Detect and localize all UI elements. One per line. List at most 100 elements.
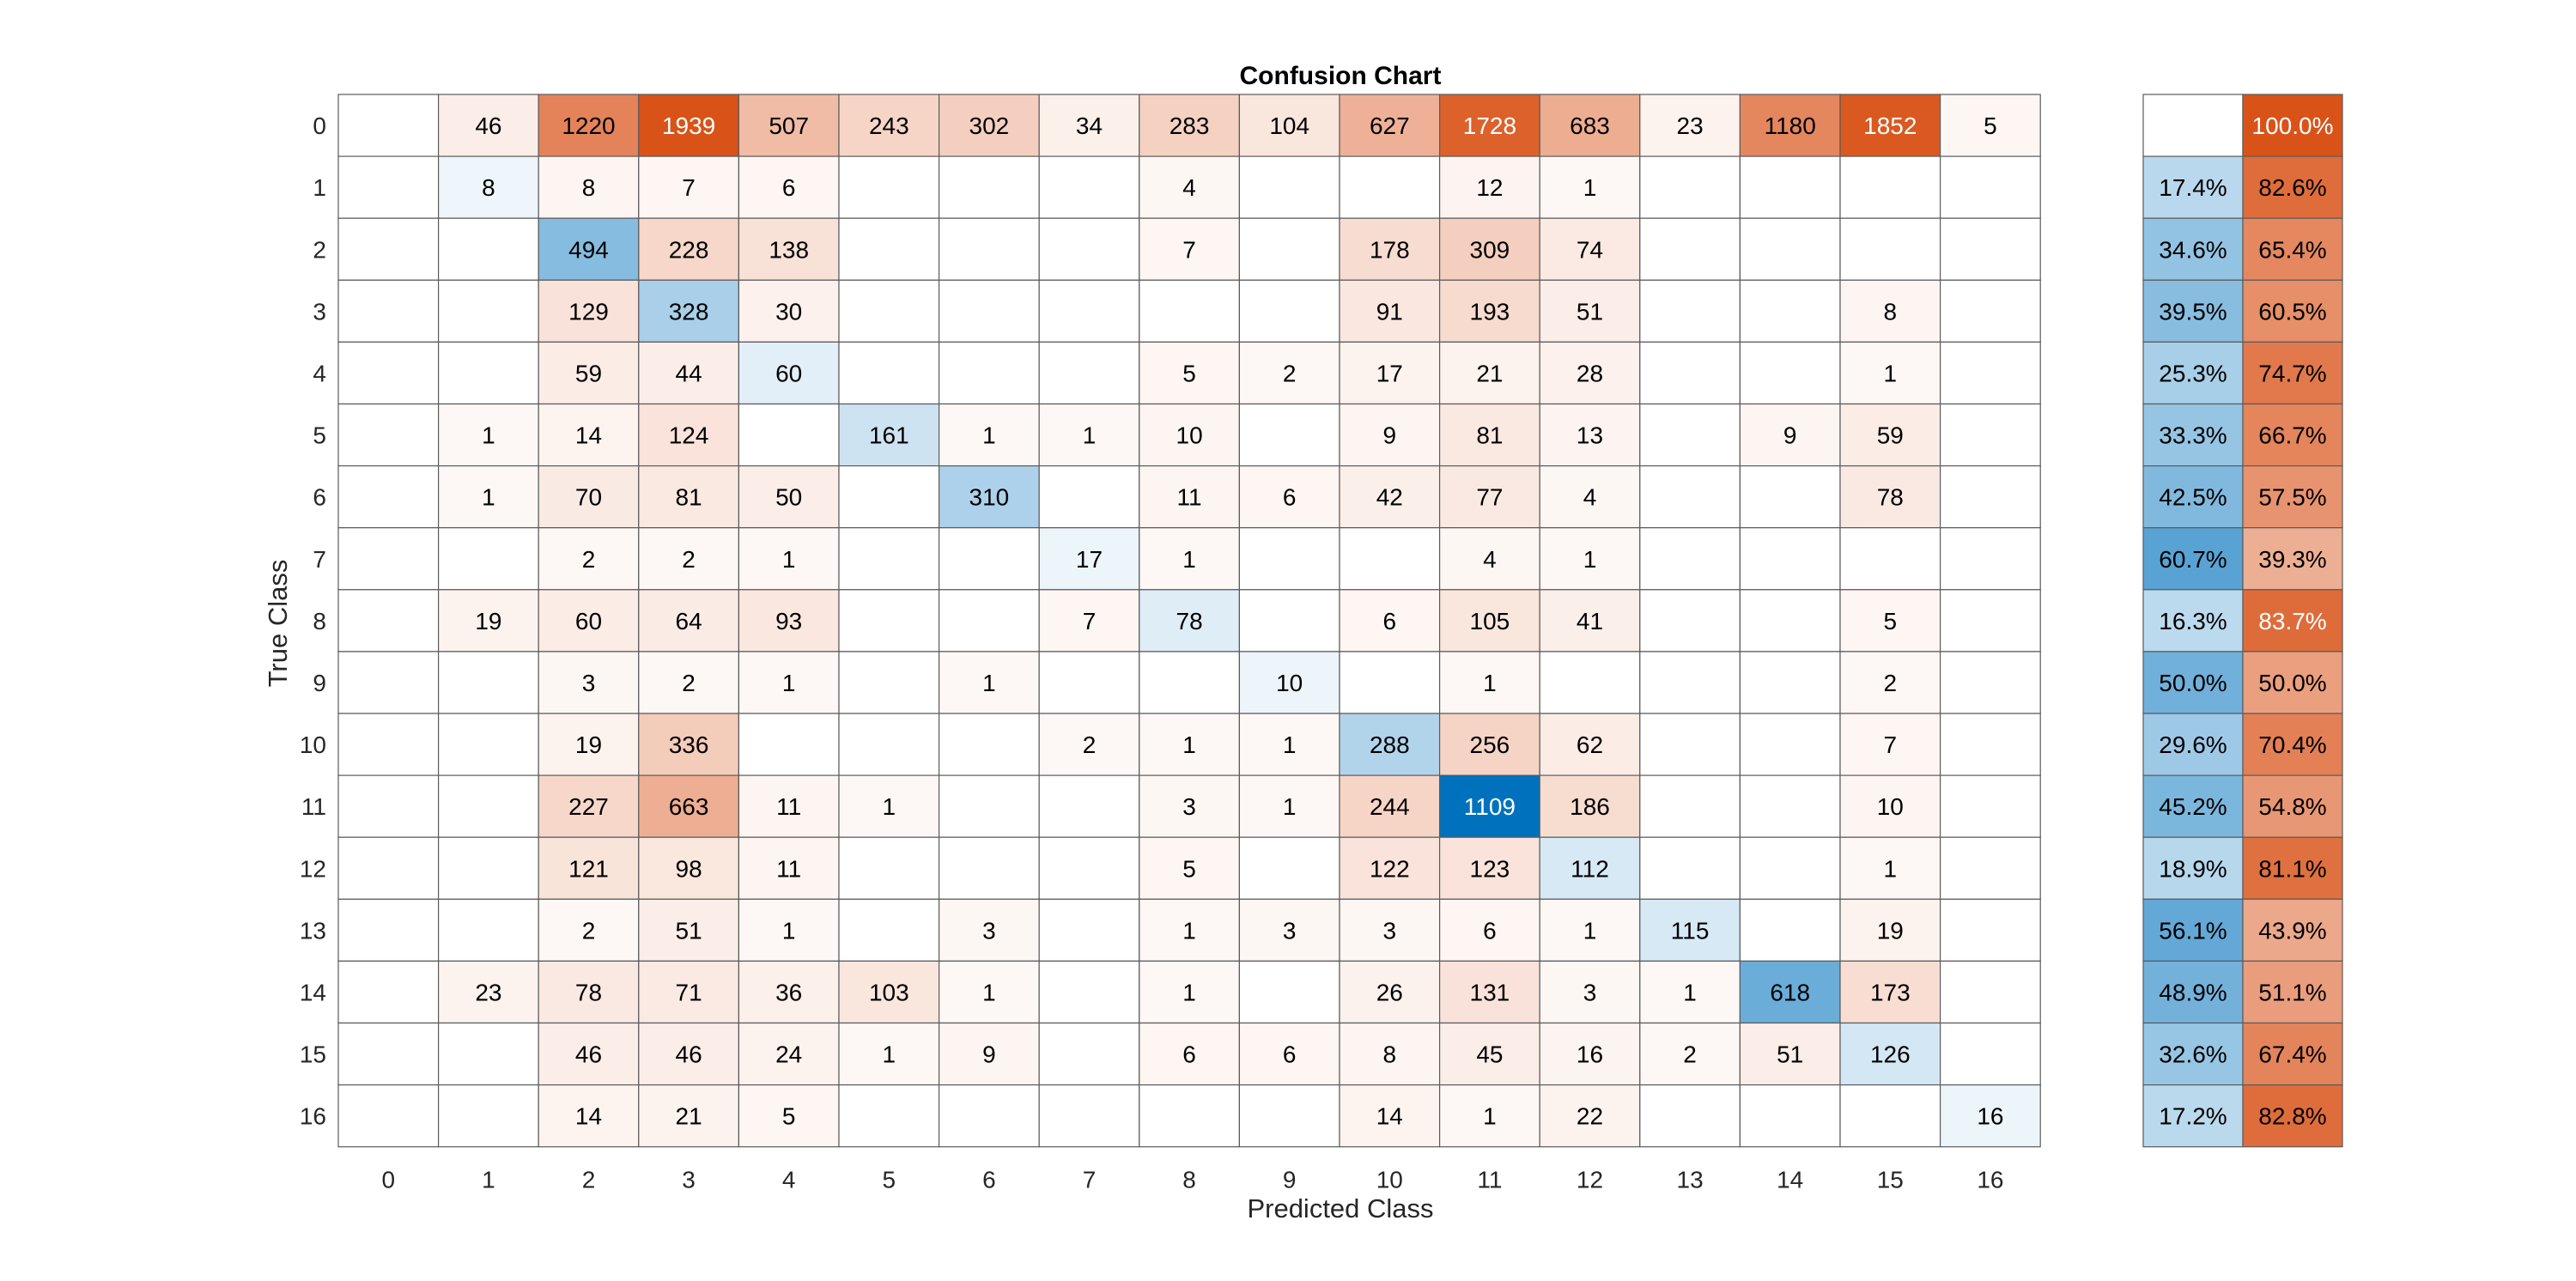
matrix-cell <box>438 527 539 591</box>
summary-correct-cell <box>2142 960 2244 1024</box>
matrix-cell <box>838 1084 940 1148</box>
matrix-cell <box>438 464 539 529</box>
cell-value: 104 <box>1269 112 1309 139</box>
summary-incorrect-cell <box>2242 589 2343 653</box>
matrix-cell <box>1339 155 1441 219</box>
matrix-cell <box>738 217 840 281</box>
summary-correct-cell <box>2142 836 2244 900</box>
summary-correct-value: 34.6% <box>2159 236 2227 263</box>
cell-value: 507 <box>769 112 809 139</box>
matrix-cell <box>738 155 840 219</box>
cell-value: 228 <box>669 236 709 263</box>
cell-value: 129 <box>568 298 609 325</box>
matrix-cell <box>1539 464 1641 529</box>
matrix-cell <box>1839 836 1941 900</box>
summary-correct-value: 17.4% <box>2159 174 2227 201</box>
row-summary: 100.0% 17.4% 82.6% 34.6% 65.4% 39.5% 60.5% 25.3… <box>2142 94 2343 1148</box>
summary-incorrect-value: 57.5% <box>2258 484 2326 511</box>
matrix-cell <box>1739 589 1841 653</box>
matrix-cell <box>438 279 539 343</box>
matrix-cell <box>938 651 1040 714</box>
matrix-cell <box>1539 217 1641 281</box>
cell-value: 9 <box>982 1041 996 1068</box>
cell-value: 7 <box>1182 236 1196 263</box>
x-tick-label: 14 <box>1777 1167 1803 1193</box>
summary-incorrect-value: 60.5% <box>2258 298 2326 325</box>
cell-value: 51 <box>1777 1041 1803 1068</box>
matrix-cell <box>438 155 539 219</box>
matrix-cell <box>1839 1022 1941 1086</box>
y-axis-label: True Class <box>263 560 293 688</box>
matrix-cell <box>1839 464 1941 529</box>
y-tick-label: 6 <box>313 484 326 511</box>
cell-value: 1 <box>782 546 796 573</box>
matrix-cell <box>1940 589 2041 653</box>
matrix-cell <box>438 94 539 157</box>
matrix-cell <box>938 155 1040 219</box>
matrix-cell <box>1038 774 1140 838</box>
matrix-cell <box>1339 898 1441 962</box>
cell-value: 50 <box>775 484 802 511</box>
cell-value: 2 <box>1683 1041 1697 1068</box>
summary-correct-cell <box>2142 774 2244 838</box>
cell-value: 1 <box>482 484 495 511</box>
matrix-cell <box>1038 898 1140 962</box>
cell-value: 45 <box>1476 1041 1503 1068</box>
matrix-cell <box>1038 960 1140 1024</box>
cell-value: 309 <box>1470 236 1510 263</box>
cell-value: 11 <box>1177 484 1202 511</box>
cell-value: 131 <box>1470 979 1510 1005</box>
x-tick-label: 6 <box>982 1167 996 1193</box>
cell-value: 193 <box>1470 298 1510 325</box>
summary-correct-value: 48.9% <box>2159 979 2227 1005</box>
matrix-cell <box>1539 527 1641 591</box>
summary-correct-cell <box>2142 1084 2244 1148</box>
matrix-cell <box>438 651 539 714</box>
matrix-cell <box>1839 155 1941 219</box>
x-tick-label: 0 <box>382 1167 396 1193</box>
cell-value: 1 <box>1683 979 1697 1005</box>
matrix-cell <box>1839 589 1941 653</box>
cell-value: 1220 <box>562 112 615 139</box>
matrix-cell <box>938 960 1040 1024</box>
cell-value: 74 <box>1577 236 1603 263</box>
matrix-cell <box>838 713 940 776</box>
matrix-cell <box>1739 217 1841 281</box>
cell-value: 17 <box>1076 546 1103 573</box>
matrix-cell <box>1139 1084 1241 1148</box>
matrix-cell <box>538 898 640 962</box>
matrix-cell <box>438 960 539 1024</box>
cell-value: 19 <box>475 608 501 634</box>
x-tick-label: 15 <box>1877 1167 1904 1193</box>
y-tick-label: 15 <box>300 1041 326 1068</box>
cell-value: 5 <box>1182 360 1196 386</box>
matrix-cell <box>1438 155 1540 219</box>
matrix-cell <box>1339 1084 1441 1148</box>
summary-correct-value: 33.3% <box>2159 422 2227 449</box>
matrix-cell <box>337 836 440 900</box>
x-tick-label: 13 <box>1677 1167 1704 1193</box>
matrix-cell <box>337 94 440 157</box>
matrix-cell <box>738 589 840 653</box>
cell-value: 78 <box>1877 484 1904 511</box>
matrix-cell <box>738 651 840 714</box>
cell-value: 2 <box>1083 732 1097 758</box>
cell-value: 70 <box>575 484 602 511</box>
matrix-cell <box>1739 898 1841 962</box>
chart-title: Confusion Chart <box>1240 62 1442 90</box>
cell-value: 42 <box>1376 484 1403 511</box>
x-tick-label: 12 <box>1577 1167 1603 1193</box>
cell-value: 36 <box>775 979 802 1005</box>
matrix-cell <box>1139 279 1241 343</box>
cell-value: 3 <box>1383 917 1397 944</box>
cell-value: 1 <box>982 422 996 449</box>
summary-correct-value: 39.5% <box>2159 298 2227 325</box>
summary-incorrect-cell <box>2242 898 2343 962</box>
summary-incorrect-value: 51.1% <box>2258 979 2326 1005</box>
matrix-cell <box>538 217 640 281</box>
cell-value: 244 <box>1370 793 1410 820</box>
matrix-cell <box>1940 217 2041 281</box>
y-tick-label: 0 <box>313 112 326 139</box>
matrix-cell <box>838 960 940 1024</box>
cell-value: 4 <box>1483 546 1497 573</box>
